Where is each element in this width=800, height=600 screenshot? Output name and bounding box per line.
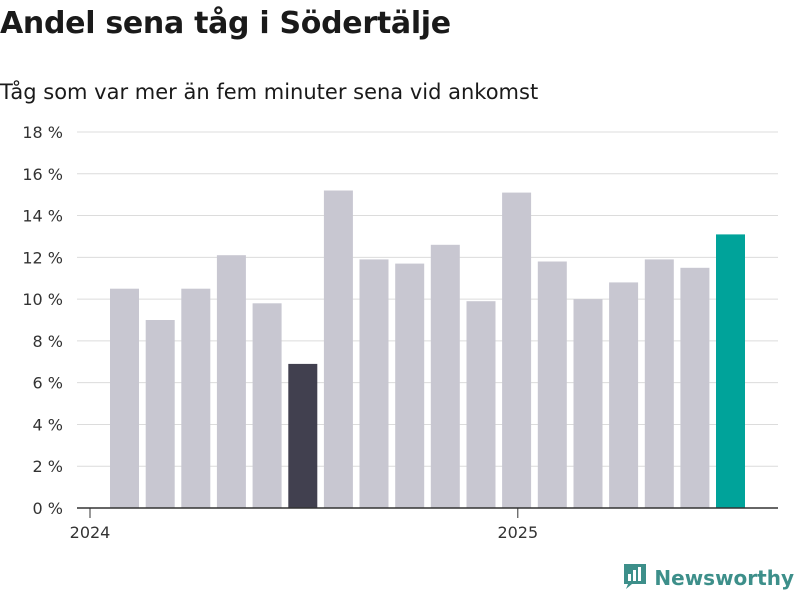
newsworthy-bar-chart-icon bbox=[622, 562, 648, 594]
y-tick-label: 0 % bbox=[33, 499, 63, 518]
bar[interactable] bbox=[323, 190, 353, 509]
bar[interactable] bbox=[716, 234, 745, 508]
bar[interactable] bbox=[644, 259, 674, 508]
bar[interactable] bbox=[466, 301, 496, 508]
x-tick-label: 2024 bbox=[70, 523, 111, 542]
bar[interactable] bbox=[680, 267, 710, 508]
bars bbox=[110, 190, 745, 509]
bar[interactable] bbox=[288, 363, 318, 508]
y-tick-label: 8 % bbox=[33, 332, 63, 351]
x-axis-ticks: 2024 2025 bbox=[70, 508, 538, 542]
y-tick-label: 2 % bbox=[33, 457, 63, 476]
bar[interactable] bbox=[609, 282, 639, 508]
bar[interactable] bbox=[359, 259, 389, 508]
bar[interactable] bbox=[395, 263, 425, 508]
bar[interactable] bbox=[145, 320, 175, 508]
bar[interactable] bbox=[430, 244, 460, 509]
y-tick-label: 4 % bbox=[33, 415, 63, 434]
bar[interactable] bbox=[181, 288, 211, 508]
y-tick-label: 12 % bbox=[22, 248, 63, 267]
y-tick-label: 10 % bbox=[22, 290, 63, 309]
chart-title: Andel sena tåg i Södertälje bbox=[0, 6, 451, 41]
y-tick-label: 18 % bbox=[22, 123, 63, 142]
logo-text: Newsworthy bbox=[654, 566, 794, 590]
bar[interactable] bbox=[216, 255, 246, 508]
bar[interactable] bbox=[573, 299, 603, 508]
y-tick-label: 6 % bbox=[33, 374, 63, 393]
y-axis-ticks: 0 % 2 % 4 % 6 % 8 % 10 % 12 % 14 % 16 % 18 % bbox=[22, 123, 63, 518]
y-tick-label: 16 % bbox=[22, 165, 63, 184]
chart-subtitle: Tåg som var mer än fem minuter sena vid … bbox=[0, 80, 539, 104]
y-tick-label: 14 % bbox=[22, 207, 63, 226]
bar[interactable] bbox=[110, 288, 139, 508]
x-tick-label: 2025 bbox=[497, 523, 538, 542]
bar[interactable] bbox=[252, 303, 282, 508]
bar[interactable] bbox=[537, 261, 567, 509]
newsworthy-logo[interactable]: Newsworthy bbox=[622, 562, 794, 594]
bar[interactable] bbox=[502, 192, 532, 508]
